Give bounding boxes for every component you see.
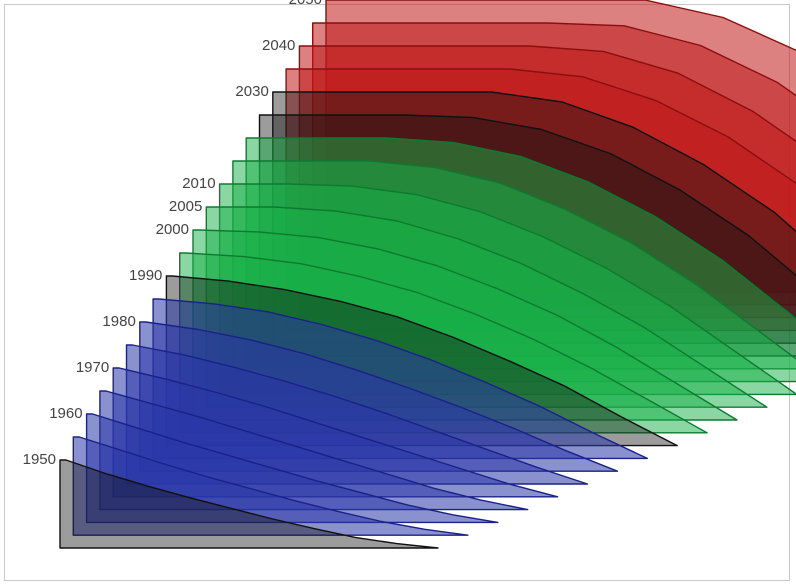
year-label-2040: 2040 [262,37,295,54]
area-layer-1955 [72,436,469,536]
year-label-2030: 2030 [235,83,268,100]
year-label-2010: 2010 [182,175,215,192]
year-label-1970: 1970 [76,359,109,376]
year-label-1990: 1990 [129,267,162,284]
year-labels: 1950 1960 1970 1980 1990 2000 2005 2010 2030 2040… [23,0,322,468]
year-label-1980: 1980 [102,313,135,330]
year-label-1950: 1950 [23,451,56,468]
year-label-2005: 2005 [169,198,202,215]
year-label-2050: 2050 [289,0,322,8]
area-layer-1950 [59,459,439,549]
year-label-1960: 1960 [49,405,82,422]
year-label-2000: 2000 [156,221,189,238]
area-layers [59,0,796,549]
